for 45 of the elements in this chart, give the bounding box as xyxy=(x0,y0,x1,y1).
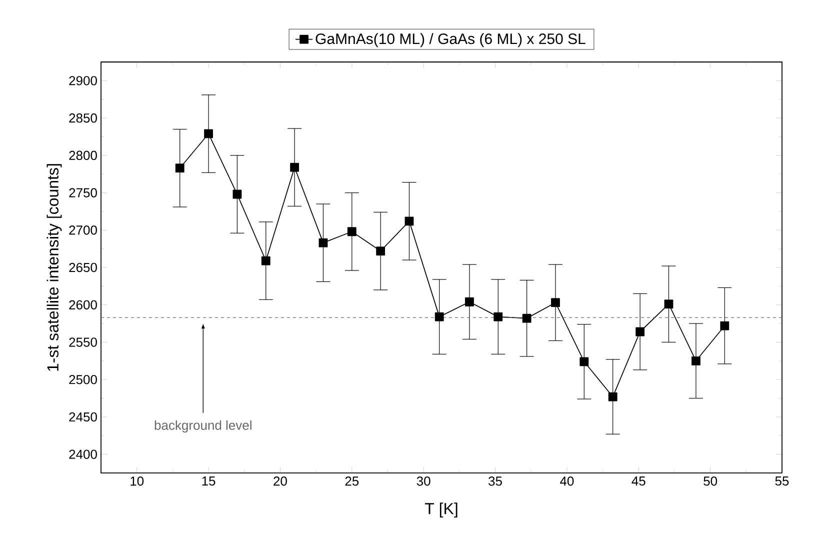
y-axis-title: 1-st satellite intensity [counts] xyxy=(46,164,62,371)
y-tick-label: 2900 xyxy=(69,76,97,86)
x-tick-label: 15 xyxy=(202,476,216,486)
point xyxy=(494,312,503,322)
x-tick-label: 45 xyxy=(632,476,646,486)
point xyxy=(580,357,589,366)
x-axis-title: T [K] xyxy=(424,502,458,518)
point xyxy=(290,162,299,172)
y-tick-label: 2750 xyxy=(69,188,97,198)
y-tick-label: 2400 xyxy=(69,450,97,459)
x-tick-label: 20 xyxy=(274,476,287,486)
point xyxy=(434,312,444,322)
point xyxy=(664,300,674,309)
annotation: background level xyxy=(154,420,252,432)
point xyxy=(204,129,213,138)
point xyxy=(636,327,645,336)
point xyxy=(261,256,270,266)
x-tick-label: 25 xyxy=(345,476,359,486)
legend-label: GaMnAs(10 ML) / GaAs (6 ML) x 250 SL xyxy=(316,33,586,48)
point xyxy=(551,298,560,308)
point xyxy=(347,227,356,236)
y-tick-label: 2800 xyxy=(69,150,97,160)
y-tick-label: 2450 xyxy=(69,412,97,422)
x-tick-label: 50 xyxy=(704,476,718,486)
point xyxy=(465,297,474,306)
x-tick-label: 35 xyxy=(488,476,502,486)
y-tick-label: 2850 xyxy=(69,113,97,123)
point xyxy=(522,314,532,323)
point xyxy=(720,321,730,330)
y-tick-label: 2600 xyxy=(69,300,97,310)
point xyxy=(608,392,618,402)
point xyxy=(175,164,184,173)
y-tick-label: 2550 xyxy=(69,338,97,347)
point xyxy=(692,356,700,366)
point xyxy=(376,246,386,256)
point xyxy=(318,238,328,248)
y-tick-label: 2500 xyxy=(69,374,97,384)
x-tick-label: 30 xyxy=(416,476,430,486)
y-tick-label: 2700 xyxy=(69,226,97,235)
point xyxy=(232,190,242,199)
point xyxy=(404,216,414,226)
x-tick-label: 10 xyxy=(130,476,144,486)
y-tick-label: 2650 xyxy=(69,262,97,272)
x-tick-label: 40 xyxy=(560,476,574,486)
x-tick-label: 55 xyxy=(775,476,789,486)
